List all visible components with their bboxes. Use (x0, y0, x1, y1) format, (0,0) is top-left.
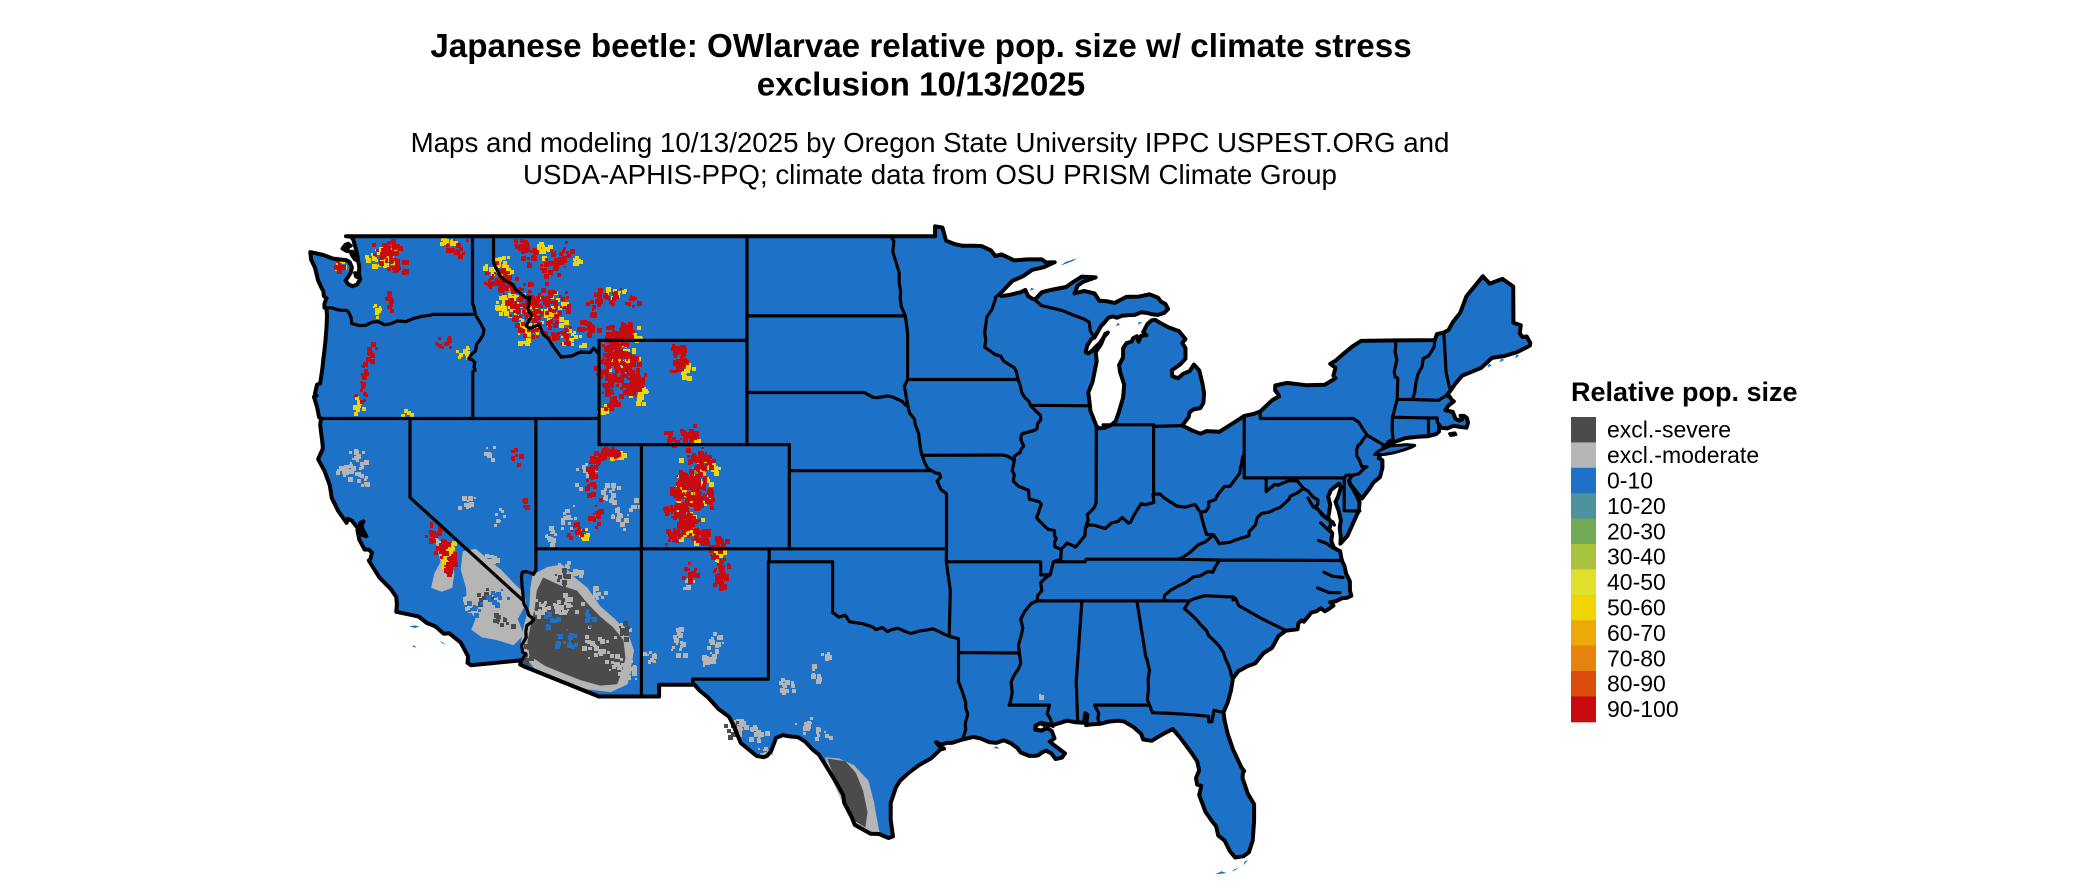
svg-text:70-80: 70-80 (1607, 645, 1666, 671)
svg-text:0-10: 0-10 (1607, 468, 1653, 494)
svg-text:Japanese beetle: OWlarvae rela: Japanese beetle: OWlarvae relative pop. … (430, 28, 1411, 65)
svg-text:10-20: 10-20 (1607, 493, 1666, 519)
svg-text:30-40: 30-40 (1607, 544, 1666, 570)
svg-text:Relative pop. size: Relative pop. size (1571, 377, 1798, 407)
svg-text:exclusion 10/13/2025: exclusion 10/13/2025 (757, 67, 1085, 104)
svg-text:Maps and modeling 10/13/2025 b: Maps and modeling 10/13/2025 by Oregon S… (411, 127, 1450, 158)
svg-text:90-100: 90-100 (1607, 696, 1679, 722)
svg-text:40-50: 40-50 (1607, 569, 1666, 595)
svg-text:USDA-APHIS-PPQ; climate data f: USDA-APHIS-PPQ; climate data from OSU PR… (523, 159, 1337, 190)
svg-text:50-60: 50-60 (1607, 595, 1666, 621)
svg-text:60-70: 60-70 (1607, 620, 1666, 646)
svg-text:excl.-severe: excl.-severe (1607, 417, 1731, 443)
svg-text:20-30: 20-30 (1607, 518, 1666, 544)
svg-text:80-90: 80-90 (1607, 671, 1666, 697)
svg-text:excl.-moderate: excl.-moderate (1607, 442, 1759, 468)
